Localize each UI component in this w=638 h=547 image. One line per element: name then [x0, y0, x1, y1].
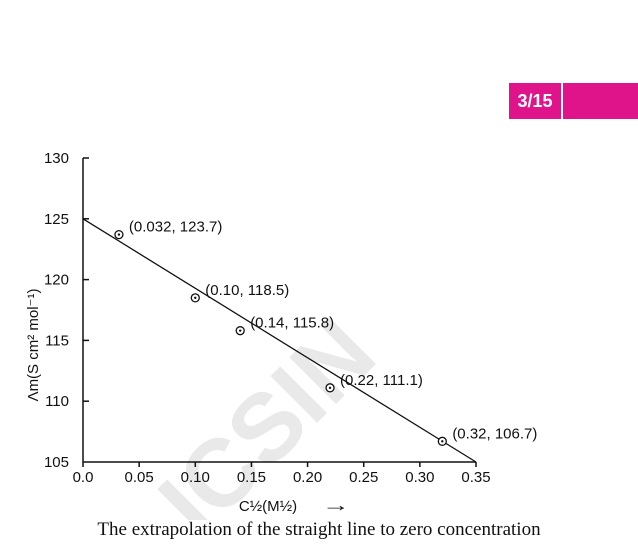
data-label: (0.22, 111.1) — [340, 372, 423, 389]
series-line-layer — [82, 218, 477, 463]
watermark-text: ICSIN — [139, 299, 396, 520]
x-tick-label: 0.35 — [461, 469, 490, 486]
data-label: (0.032, 123.7) — [129, 219, 222, 236]
data-label: (0.14, 115.8) — [250, 315, 334, 332]
y-tick-label: 130 — [44, 150, 69, 167]
y-tick-label: 110 — [45, 393, 69, 410]
data-point-center — [194, 296, 197, 300]
page-number: 3/15 — [509, 83, 561, 119]
fit-line — [82, 218, 477, 463]
y-tick-label: 120 — [44, 272, 69, 289]
data-label: (0.32, 106.7) — [452, 425, 537, 442]
chart: ICSIN 105 110 115 120 125 130 0.0 0.05 0.10 0.15 0… — [25, 150, 537, 520]
y-tick-label: 125 — [44, 211, 69, 228]
data-point-center — [239, 329, 242, 332]
x-axis-arrow: → — [322, 495, 350, 515]
x-axis-label: C½(M½) — [239, 498, 297, 515]
data-label: (0.10, 118.5) — [205, 282, 289, 299]
data-point-center — [328, 386, 332, 390]
axes: 105 110 115 120 125 130 0.0 0.05 0.10 0.15 0.20 0.2… — [25, 150, 491, 515]
data-point-center — [441, 440, 444, 443]
x-tick-label: 0.25 — [349, 469, 378, 486]
caption: The extrapolation of the straight line t… — [97, 519, 541, 540]
y-tick-label: 115 — [45, 332, 69, 349]
data-points: (0.032, 123.7) (0.10, 118.5) (0.14, 115.8)… — [114, 219, 537, 446]
y-tick-label: 105 — [44, 454, 69, 471]
x-tick-label: 0.20 — [293, 469, 322, 486]
data-point-center — [117, 233, 121, 236]
x-tick-label: 0.30 — [405, 469, 434, 486]
page-badge-bar — [563, 83, 638, 119]
x-tick-label: 0.05 — [125, 469, 154, 486]
x-tick-label: 0.15 — [237, 469, 266, 486]
x-tick-label: 0.10 — [181, 469, 210, 486]
x-tick-label: 0.0 — [73, 469, 94, 486]
y-axis-label: Λm(S cm² mol⁻¹) — [25, 289, 42, 402]
watermark: ICSIN — [139, 299, 396, 520]
page-badge: 3/15 — [509, 83, 638, 119]
